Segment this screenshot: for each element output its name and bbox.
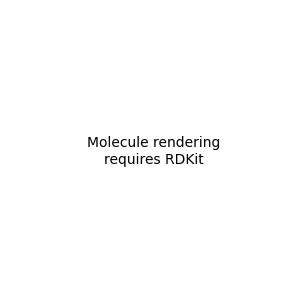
Text: Molecule rendering
requires RDKit: Molecule rendering requires RDKit [87,136,220,166]
